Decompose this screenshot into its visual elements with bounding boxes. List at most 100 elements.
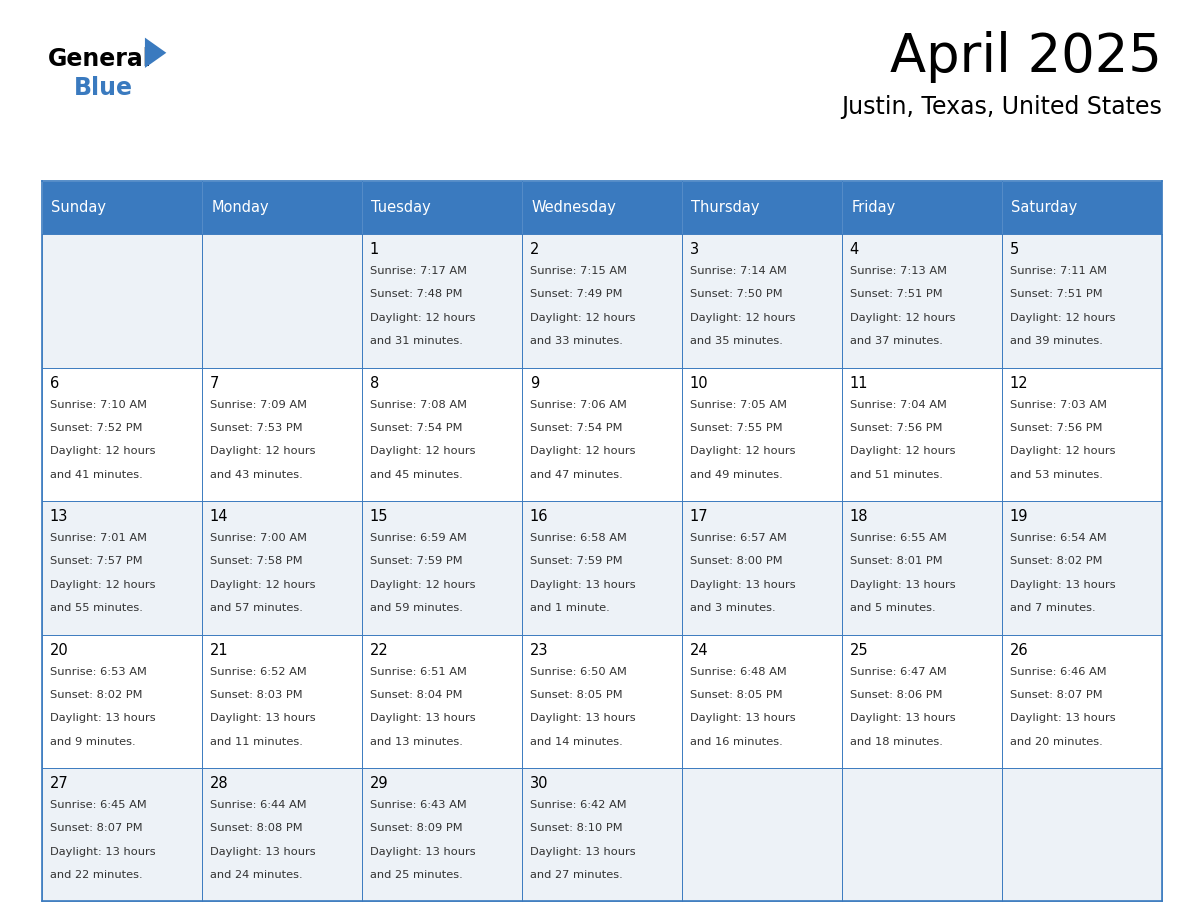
Bar	[842, 181, 1001, 234]
Bar	[42, 634, 202, 768]
Text: Daylight: 13 hours: Daylight: 13 hours	[690, 713, 796, 723]
Bar	[202, 501, 361, 634]
Bar	[842, 367, 1001, 501]
Text: Sunset: 7:58 PM: Sunset: 7:58 PM	[209, 556, 302, 566]
Text: Sunrise: 7:15 AM: Sunrise: 7:15 AM	[530, 266, 627, 276]
Text: Sunrise: 7:05 AM: Sunrise: 7:05 AM	[690, 399, 786, 409]
Bar	[842, 234, 1001, 367]
Text: Sunset: 8:07 PM: Sunset: 8:07 PM	[50, 823, 143, 834]
Polygon shape	[145, 38, 166, 68]
Bar	[202, 634, 361, 768]
Bar	[202, 768, 361, 901]
Text: Sunset: 8:03 PM: Sunset: 8:03 PM	[209, 690, 302, 700]
Bar	[522, 234, 682, 367]
Text: Sunset: 8:02 PM: Sunset: 8:02 PM	[50, 690, 143, 700]
Bar	[682, 367, 842, 501]
Bar	[361, 634, 522, 768]
Text: Daylight: 12 hours: Daylight: 12 hours	[530, 446, 636, 456]
Bar	[1001, 367, 1162, 501]
Text: Daylight: 13 hours: Daylight: 13 hours	[530, 713, 636, 723]
Text: Sunrise: 6:58 AM: Sunrise: 6:58 AM	[530, 533, 626, 543]
Text: Daylight: 13 hours: Daylight: 13 hours	[849, 713, 955, 723]
Bar	[202, 367, 361, 501]
Text: and 5 minutes.: and 5 minutes.	[849, 603, 935, 613]
Text: 25: 25	[849, 643, 868, 657]
Text: Sunset: 8:06 PM: Sunset: 8:06 PM	[849, 690, 942, 700]
Text: and 39 minutes.: and 39 minutes.	[1010, 336, 1102, 346]
Bar	[42, 501, 202, 634]
Text: and 33 minutes.: and 33 minutes.	[530, 336, 623, 346]
Bar	[682, 234, 842, 367]
Text: Daylight: 13 hours: Daylight: 13 hours	[209, 846, 315, 856]
Bar	[682, 501, 842, 634]
Text: Sunday: Sunday	[51, 200, 106, 215]
Text: Sunset: 8:01 PM: Sunset: 8:01 PM	[849, 556, 942, 566]
Text: 6: 6	[50, 375, 59, 390]
Text: Daylight: 12 hours: Daylight: 12 hours	[209, 446, 315, 456]
Text: Sunset: 7:59 PM: Sunset: 7:59 PM	[530, 556, 623, 566]
Text: Sunrise: 7:09 AM: Sunrise: 7:09 AM	[209, 399, 307, 409]
Bar	[522, 634, 682, 768]
Text: 3: 3	[690, 242, 699, 257]
Text: Sunset: 7:57 PM: Sunset: 7:57 PM	[50, 556, 143, 566]
Bar	[1001, 634, 1162, 768]
Text: Sunrise: 6:45 AM: Sunrise: 6:45 AM	[50, 800, 146, 810]
Text: Daylight: 12 hours: Daylight: 12 hours	[1010, 313, 1116, 323]
Text: and 9 minutes.: and 9 minutes.	[50, 736, 135, 746]
Text: Sunset: 7:50 PM: Sunset: 7:50 PM	[690, 289, 783, 299]
Text: Sunrise: 6:47 AM: Sunrise: 6:47 AM	[849, 666, 947, 677]
Text: 19: 19	[1010, 509, 1029, 524]
Bar	[682, 181, 842, 234]
Text: Daylight: 13 hours: Daylight: 13 hours	[50, 846, 156, 856]
Bar	[522, 501, 682, 634]
Text: and 25 minutes.: and 25 minutes.	[369, 870, 462, 880]
Text: 14: 14	[209, 509, 228, 524]
Bar	[361, 234, 522, 367]
Text: Friday: Friday	[852, 200, 896, 215]
Text: 23: 23	[530, 643, 548, 657]
Text: Daylight: 12 hours: Daylight: 12 hours	[369, 580, 475, 589]
Text: 24: 24	[690, 643, 708, 657]
Text: and 27 minutes.: and 27 minutes.	[530, 870, 623, 880]
Text: Sunrise: 6:59 AM: Sunrise: 6:59 AM	[369, 533, 467, 543]
Bar	[842, 634, 1001, 768]
Text: Sunrise: 6:43 AM: Sunrise: 6:43 AM	[369, 800, 467, 810]
Text: 16: 16	[530, 509, 548, 524]
Text: Thursday: Thursday	[691, 200, 760, 215]
Text: and 24 minutes.: and 24 minutes.	[209, 870, 302, 880]
Text: Daylight: 13 hours: Daylight: 13 hours	[1010, 713, 1116, 723]
Text: 5: 5	[1010, 242, 1019, 257]
Text: Daylight: 12 hours: Daylight: 12 hours	[849, 446, 955, 456]
Text: Sunset: 7:59 PM: Sunset: 7:59 PM	[369, 556, 462, 566]
Text: Sunset: 8:07 PM: Sunset: 8:07 PM	[1010, 690, 1102, 700]
Text: Daylight: 12 hours: Daylight: 12 hours	[849, 313, 955, 323]
Text: Daylight: 13 hours: Daylight: 13 hours	[530, 580, 636, 589]
Text: Sunrise: 6:50 AM: Sunrise: 6:50 AM	[530, 666, 626, 677]
Bar	[202, 234, 361, 367]
Text: Sunset: 7:53 PM: Sunset: 7:53 PM	[209, 423, 302, 433]
Text: Daylight: 12 hours: Daylight: 12 hours	[690, 446, 795, 456]
Bar	[361, 367, 522, 501]
Text: Sunrise: 6:52 AM: Sunrise: 6:52 AM	[209, 666, 307, 677]
Bar	[361, 768, 522, 901]
Bar	[1001, 181, 1162, 234]
Text: Blue: Blue	[74, 76, 133, 100]
Text: 2: 2	[530, 242, 539, 257]
Text: Justin, Texas, United States: Justin, Texas, United States	[841, 95, 1162, 119]
Text: and 31 minutes.: and 31 minutes.	[369, 336, 462, 346]
Text: 18: 18	[849, 509, 868, 524]
Text: 27: 27	[50, 776, 69, 791]
Text: Monday: Monday	[211, 200, 268, 215]
Text: and 22 minutes.: and 22 minutes.	[50, 870, 143, 880]
Bar	[682, 634, 842, 768]
Text: Sunrise: 6:55 AM: Sunrise: 6:55 AM	[849, 533, 947, 543]
Bar	[361, 181, 522, 234]
Text: 8: 8	[369, 375, 379, 390]
Bar	[1001, 501, 1162, 634]
Bar	[682, 768, 842, 901]
Bar	[1001, 234, 1162, 367]
Text: Sunset: 7:54 PM: Sunset: 7:54 PM	[369, 423, 462, 433]
Text: April 2025: April 2025	[890, 31, 1162, 84]
Text: 17: 17	[690, 509, 708, 524]
Text: Sunset: 8:10 PM: Sunset: 8:10 PM	[530, 823, 623, 834]
